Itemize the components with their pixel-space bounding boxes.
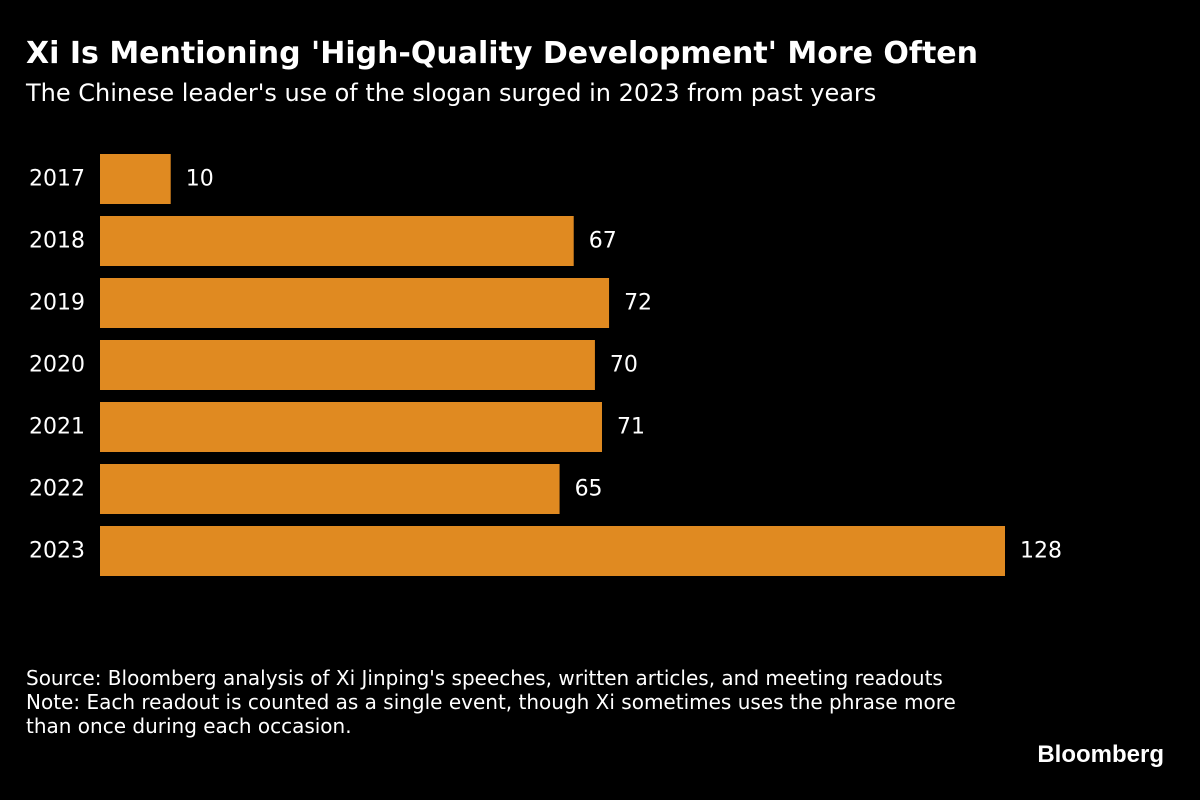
data-label: 65 [575,477,603,502]
y-tick-label: 2019 [29,291,85,316]
data-label: 128 [1020,539,1062,564]
data-label: 10 [186,167,214,192]
data-label: 67 [589,229,617,254]
source-note: Source: Bloomberg analysis of Xi Jinping… [26,666,943,690]
chart-subtitle: The Chinese leader's use of the slogan s… [26,79,877,107]
bloomberg-logo: Bloomberg [1037,741,1164,768]
data-label: 71 [617,415,645,440]
data-label: 72 [624,291,652,316]
bar [100,278,610,328]
bar-chart: 2017 10 2018 67 2019 72 2020 70 2021 71 2022 65 2023… [29,154,1062,576]
chart-title: Xi Is Mentioning 'High-Quality Developme… [26,36,979,71]
y-tick-label: 2022 [29,477,85,502]
y-tick-label: 2021 [29,415,85,440]
y-tick-label: 2018 [29,229,85,254]
y-tick-label: 2023 [29,539,85,564]
bar [100,340,595,390]
bar [100,216,574,266]
bar [100,526,1005,576]
y-tick-label: 2020 [29,353,85,378]
bar [100,154,171,204]
y-tick-label: 2017 [29,167,85,192]
bar [100,464,560,514]
footnotes: Source: Bloomberg analysis of Xi Jinping… [26,666,986,738]
bar [100,402,602,452]
method-note: Note: Each readout is counted as a singl… [26,690,956,738]
data-label: 70 [610,353,638,378]
